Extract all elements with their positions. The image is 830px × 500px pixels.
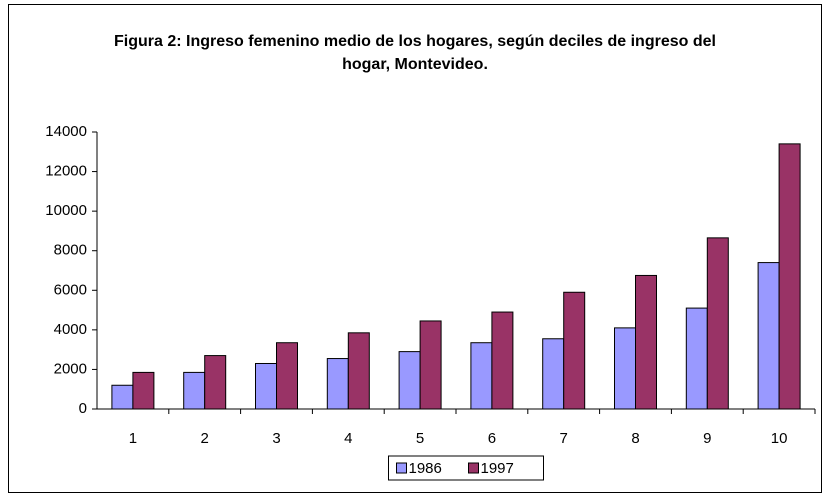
- x-tick-label: 10: [771, 430, 788, 447]
- x-tick-label: 1: [129, 430, 137, 447]
- bar: [204, 355, 227, 410]
- bar: [706, 237, 729, 410]
- bar: [563, 291, 586, 410]
- x-tick-label: 2: [201, 430, 209, 447]
- bar: [757, 262, 780, 410]
- bar: [685, 307, 708, 410]
- bar: [614, 327, 636, 410]
- y-tick-label: 14000: [45, 123, 87, 140]
- x-tick-label: 9: [703, 430, 711, 447]
- legend-box: [388, 455, 544, 481]
- bar: [778, 143, 801, 410]
- x-tick-label: 3: [272, 430, 280, 447]
- y-tick-label: 6000: [54, 281, 87, 298]
- x-tick-label: 5: [416, 430, 424, 447]
- bar: [132, 371, 155, 410]
- bar: [542, 338, 565, 410]
- chart-border: [8, 4, 822, 493]
- x-tick-label: 6: [488, 430, 496, 447]
- legend-swatch: [396, 462, 407, 474]
- bar: [111, 384, 134, 410]
- legend-label: 1997: [481, 460, 514, 477]
- bar: [183, 371, 206, 410]
- legend-swatch: [468, 462, 479, 474]
- x-tick-label: 7: [560, 430, 568, 447]
- bar: [276, 342, 298, 410]
- bar: [635, 274, 657, 410]
- bar: [347, 332, 370, 410]
- y-tick-label: 4000: [54, 321, 87, 338]
- y-tick-label: 12000: [45, 163, 87, 180]
- y-tick-label: 0: [79, 400, 87, 417]
- bar: [398, 351, 421, 410]
- x-tick-label: 4: [344, 430, 352, 447]
- legend-label: 1986: [409, 460, 442, 477]
- y-tick-label: 2000: [54, 360, 87, 377]
- bar: [255, 362, 277, 410]
- x-tick-label: 8: [631, 430, 639, 447]
- bar: [326, 358, 349, 410]
- bar: [470, 342, 493, 410]
- y-tick-label: 10000: [45, 202, 87, 219]
- bar: [491, 311, 514, 410]
- bar: [419, 320, 442, 410]
- chart-title: Figura 2: Ingreso femenino medio de los …: [114, 33, 716, 73]
- y-tick-label: 8000: [54, 242, 87, 259]
